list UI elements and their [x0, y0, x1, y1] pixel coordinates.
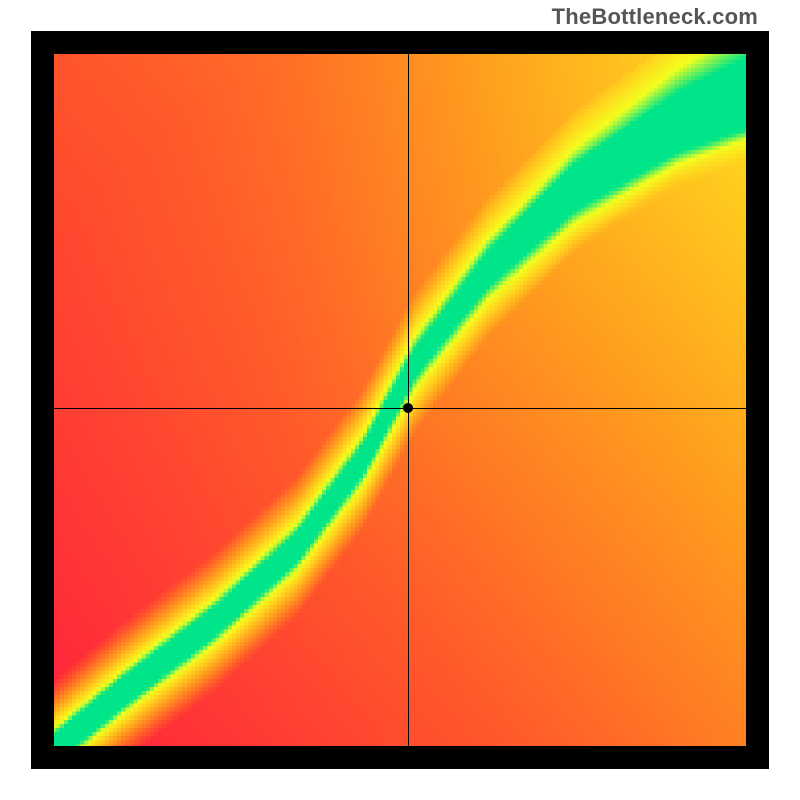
- heatmap-canvas: [31, 31, 769, 769]
- heatmap-wrap: [31, 31, 769, 769]
- chart-frame: [31, 31, 769, 769]
- chart-container: TheBottleneck.com: [0, 0, 800, 800]
- watermark-text: TheBottleneck.com: [552, 4, 758, 30]
